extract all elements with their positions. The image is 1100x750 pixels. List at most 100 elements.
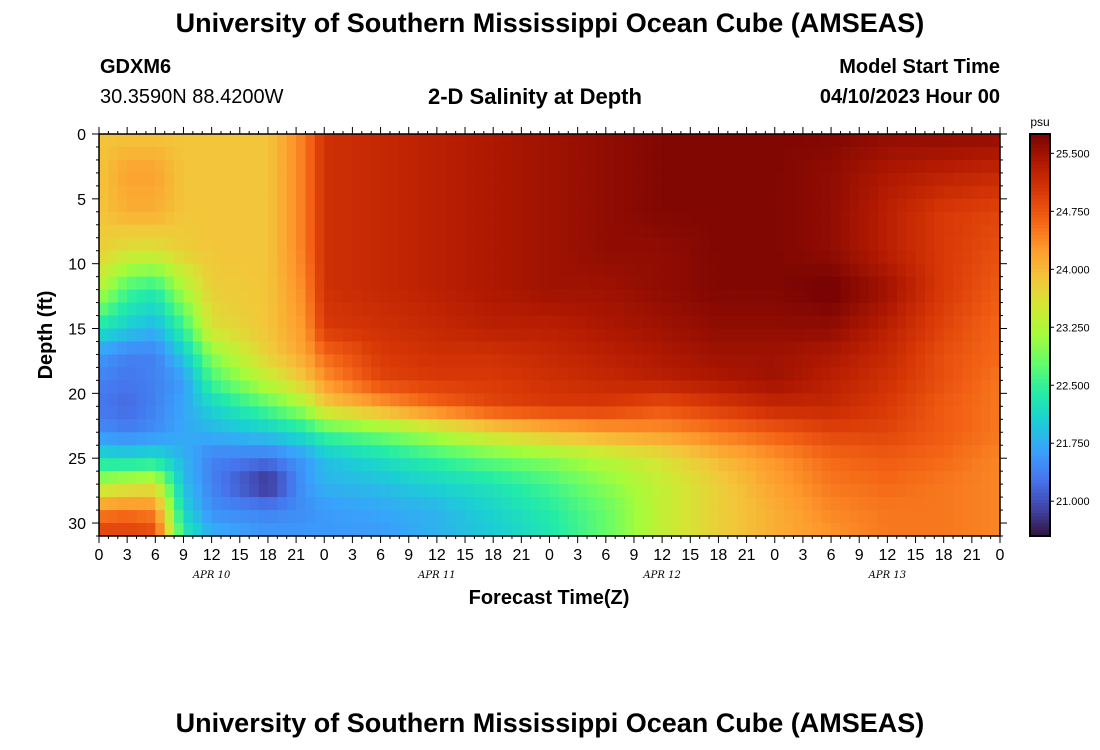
heatmap-cell [436,510,447,524]
heatmap-cell [249,406,260,420]
heatmap-cell [136,354,147,369]
heatmap-cell [943,341,954,356]
heatmap-cell [324,224,335,239]
heatmap-cell [615,211,626,226]
heatmap-cell [267,134,278,148]
heatmap-cell [333,419,344,433]
heatmap-cell [380,328,391,343]
heatmap-cell [568,393,579,407]
heatmap-cell [624,458,635,472]
heatmap-cell [352,328,363,343]
heatmap-cell [380,484,391,498]
heatmap-cell [455,484,466,498]
heatmap-cell [474,315,485,330]
heatmap-cell [765,146,776,161]
heatmap-cell [202,276,213,291]
heatmap-cell [258,510,269,524]
heatmap-cell [831,523,842,536]
heatmap-cell [418,367,429,381]
heatmap-cell [849,237,860,252]
heatmap-cell [427,497,438,511]
heatmap-cell [643,289,654,304]
heatmap-cell [314,328,325,343]
heatmap-cell [277,406,288,420]
heatmap-cell [887,134,898,148]
heatmap-cell [699,315,710,330]
heatmap-cell [155,380,166,394]
heatmap-cell [352,159,363,174]
heatmap-cell [887,523,898,536]
heatmap-cell [380,497,391,511]
heatmap-cell [174,393,185,407]
heatmap-cell [502,406,513,420]
heatmap-cell [877,497,888,511]
heatmap-cell [230,523,241,536]
heatmap-cell [990,341,1000,356]
heatmap-cell [136,315,147,330]
heatmap-cell [155,185,166,200]
heatmap-cell [380,523,391,536]
heatmap-cell [765,302,776,317]
heatmap-cell [324,380,335,394]
heatmap-cell [221,471,231,485]
heatmap-cell [202,185,213,200]
heatmap-cell [831,315,842,330]
heatmap-cell [164,406,175,420]
heatmap-cell [389,146,400,161]
heatmap-cell [502,185,513,200]
heatmap-cell [624,315,635,330]
heatmap-cell [314,354,325,369]
heatmap-cell [249,276,260,291]
colorbar-segment [1030,160,1050,165]
heatmap-cell [127,367,138,381]
heatmap-cell [849,315,860,330]
heatmap-cell [953,211,964,226]
heatmap-cell [605,432,616,446]
heatmap-cell [465,263,476,278]
heatmap-cell [155,419,166,433]
heatmap-cell [709,406,720,420]
heatmap-cell [521,315,532,330]
heatmap-cell [718,471,729,485]
heatmap-cell [868,302,879,317]
heatmap-cell [239,367,250,381]
heatmap-cell [117,497,128,511]
heatmap-cell [183,185,194,200]
heatmap-cell [962,302,973,317]
heatmap-cell [765,432,776,446]
heatmap-cell [887,172,898,187]
heatmap-cell [784,146,795,161]
heatmap-cell [765,458,776,472]
heatmap-cell [455,354,466,369]
heatmap-cell [145,367,156,381]
heatmap-cell [633,523,644,536]
heatmap-cell [343,328,354,343]
heatmap-cell [324,406,335,420]
heatmap-cell [502,237,513,252]
heatmap-cell [465,406,476,420]
heatmap-cell [108,354,119,369]
heatmap-cell [267,315,278,330]
heatmap-cell [831,172,842,187]
heatmap-cell [436,380,447,394]
heatmap-cell [371,432,382,446]
heatmap-cell [596,393,607,407]
heatmap-cell [934,159,945,174]
heatmap-cell [784,458,795,472]
heatmap-cell [502,471,513,485]
heatmap-cell [277,341,288,356]
heatmap-cell [990,367,1000,381]
colorbar-segment [1030,284,1050,289]
heatmap-cell [192,445,203,459]
heatmap-cell [831,237,842,252]
heatmap-cell [831,198,842,213]
heatmap-cell [333,224,344,239]
heatmap-cell [108,198,119,213]
heatmap-cell [577,289,588,304]
heatmap-cell [145,393,156,407]
heatmap-cell [746,432,757,446]
heatmap-cell [249,445,260,459]
heatmap-cell [652,224,663,239]
heatmap-cell [521,432,532,446]
heatmap-cell [408,315,419,330]
